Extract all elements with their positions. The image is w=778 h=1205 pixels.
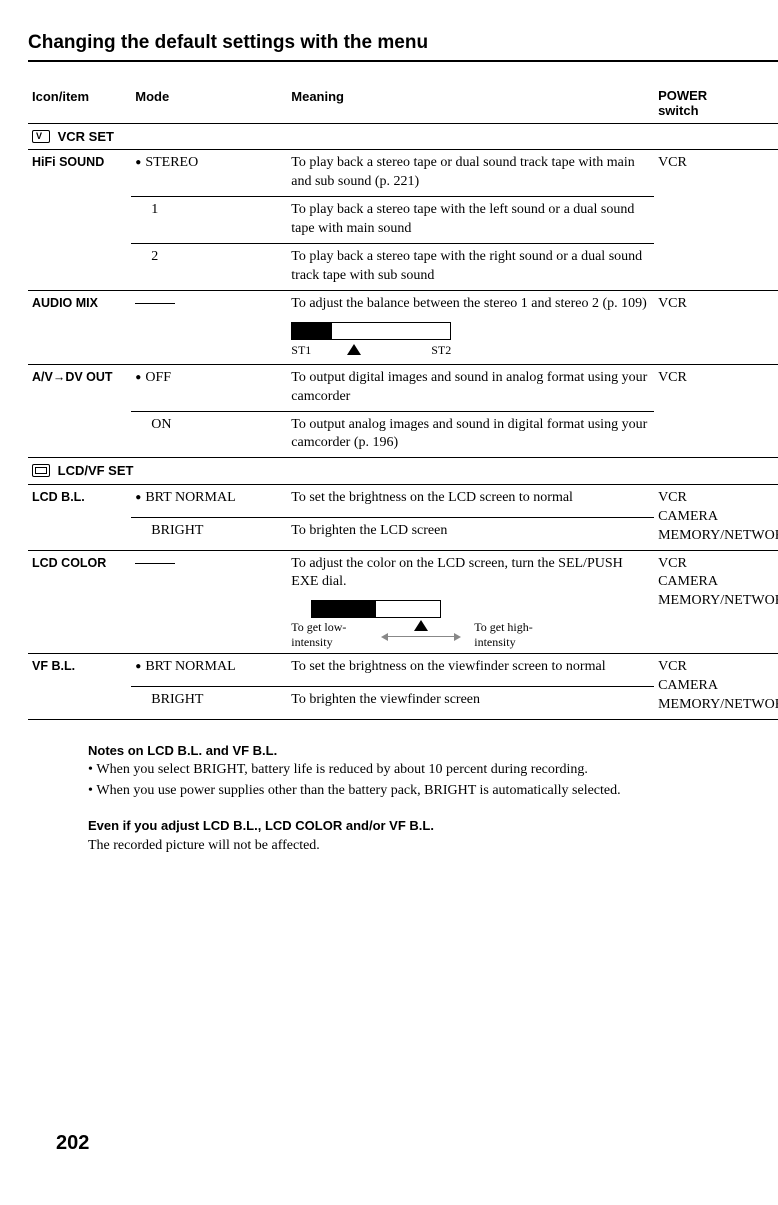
meaning-text: To output digital images and sound in an…: [291, 370, 647, 404]
meaning-text: To play back a stereo tape or dual sound…: [291, 155, 634, 189]
header-meaning: Meaning: [287, 84, 654, 124]
triangle-up-icon: [414, 620, 428, 631]
mode-value: 2: [135, 249, 158, 264]
meaning-text: To output analog images and sound in dig…: [291, 417, 647, 451]
mode-value: BRT NORMAL: [135, 490, 235, 505]
meaning-text: To adjust the color on the LCD screen, t…: [291, 556, 622, 590]
gauge-right-label: ST2: [431, 342, 451, 358]
header-power: POWERswitch: [654, 84, 778, 124]
power-switch: VCR: [654, 150, 778, 290]
note-list: When you select BRIGHT, battery life is …: [88, 761, 708, 801]
mode-value: ON: [135, 417, 171, 432]
note-heading: Even if you adjust LCD B.L., LCD COLOR a…: [88, 817, 708, 835]
page-number: 202: [56, 1130, 89, 1157]
section-header: LCD/VF SET: [28, 458, 778, 485]
gauge-left-label: To get low-intensity: [291, 620, 368, 649]
meaning-text: To play back a stereo tape with the righ…: [291, 249, 642, 283]
gauge-left-label: ST1: [291, 342, 311, 358]
settings-table: Icon/item Mode Meaning POWERswitch VCR S…: [28, 84, 778, 720]
page-title: Changing the default settings with the m…: [28, 30, 778, 62]
color-gauge-axis: To get low-intensity To get high-intensi…: [291, 620, 551, 649]
power-switch: VCRCAMERAMEMORY/NETWORK: [654, 550, 778, 654]
vcr-set-icon: [32, 130, 50, 143]
power-switch: VCRCAMERAMEMORY/NETWORK: [654, 654, 778, 719]
balance-gauge: ST1 ST2: [291, 322, 650, 358]
power-switch: VCR: [654, 364, 778, 457]
header-icon: Icon/item: [28, 84, 131, 124]
item-name: VF B.L.: [32, 659, 75, 673]
meaning-text: To set the brightness on the LCD screen …: [291, 490, 573, 505]
note-item: When you use power supplies other than t…: [88, 782, 708, 801]
gauge-right-label: To get high-intensity: [474, 620, 551, 649]
triangle-up-icon: [347, 344, 361, 355]
item-name: LCD B.L.: [32, 490, 85, 504]
note-item: When you select BRIGHT, battery life is …: [88, 761, 708, 780]
note-heading: Notes on LCD B.L. and VF B.L.: [88, 742, 708, 760]
item-name: LCD COLOR: [32, 556, 106, 570]
meaning-text: To play back a stereo tape with the left…: [291, 202, 634, 236]
section-title: VCR SET: [58, 129, 114, 144]
meaning-text: To brighten the LCD screen: [291, 523, 447, 538]
item-name: A/V→DV OUT: [32, 370, 113, 384]
item-name: AUDIO MIX: [32, 296, 98, 310]
mode-value: OFF: [135, 370, 171, 385]
mode-dash-icon: [135, 563, 175, 564]
meaning-text: To brighten the viewfinder screen: [291, 692, 480, 707]
double-arrow-icon: [381, 633, 461, 641]
mode-dash-icon: [135, 303, 175, 304]
section-title: LCD/VF SET: [58, 463, 134, 478]
lcd-set-icon: [32, 464, 50, 477]
item-name: HiFi SOUND: [32, 155, 104, 169]
note-text: The recorded picture will not be affecte…: [88, 837, 708, 856]
mode-value: BRT NORMAL: [135, 659, 235, 674]
mode-value: STEREO: [135, 155, 198, 170]
power-switch: VCRCAMERAMEMORY/NETWORK: [654, 484, 778, 550]
section-header: VCR SET: [28, 123, 778, 150]
meaning-text: To adjust the balance between the stereo…: [291, 296, 647, 311]
mode-value: 1: [135, 202, 158, 217]
header-mode: Mode: [131, 84, 287, 124]
mode-value: BRIGHT: [135, 523, 203, 538]
power-switch: VCR: [654, 290, 778, 364]
notes-block: Notes on LCD B.L. and VF B.L.When you se…: [88, 742, 708, 856]
mode-value: BRIGHT: [135, 692, 203, 707]
color-gauge: [311, 600, 650, 618]
meaning-text: To set the brightness on the viewfinder …: [291, 659, 605, 674]
